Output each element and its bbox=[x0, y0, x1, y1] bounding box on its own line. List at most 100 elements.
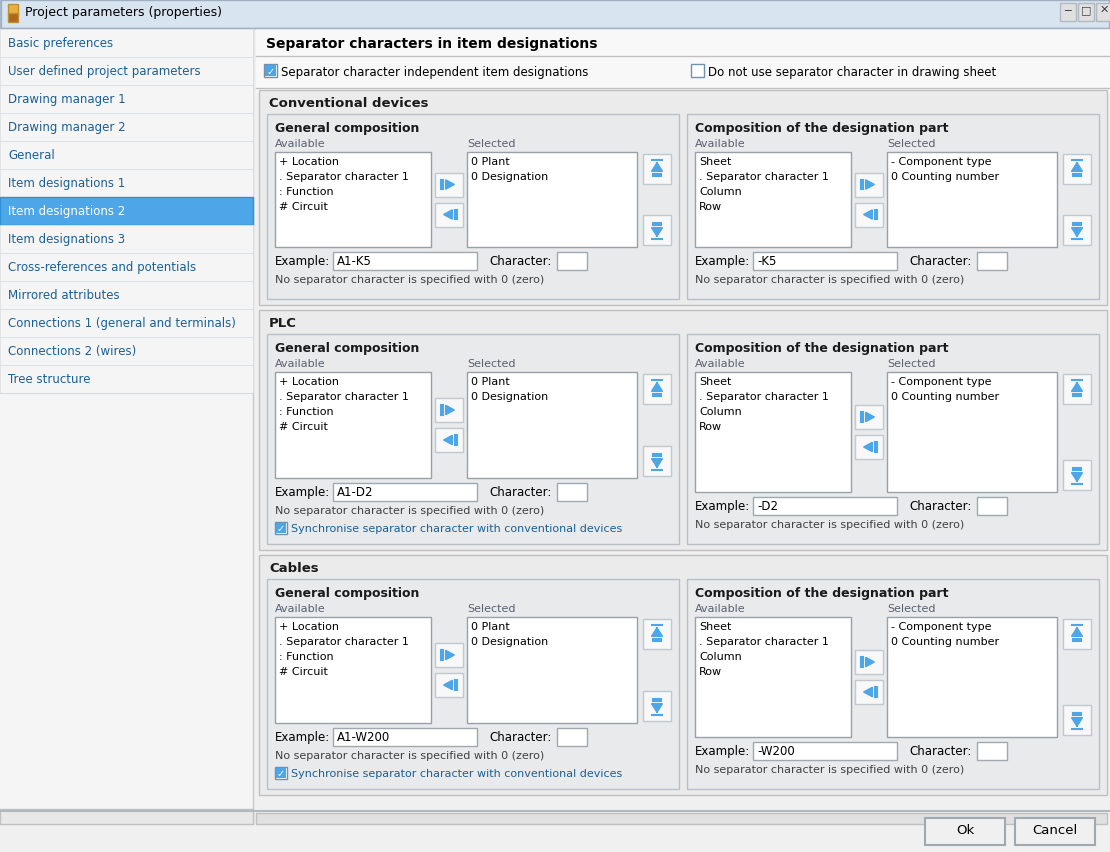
Bar bbox=[925, 818, 1005, 845]
Text: User defined project parameters: User defined project parameters bbox=[8, 65, 201, 78]
Polygon shape bbox=[864, 688, 872, 697]
Text: Composition of the designation part: Composition of the designation part bbox=[695, 342, 949, 354]
Bar bbox=[435, 204, 463, 227]
Text: 0 Designation: 0 Designation bbox=[471, 392, 548, 401]
Bar bbox=[256, 29, 1110, 825]
Bar bbox=[467, 153, 637, 248]
Text: A1-W200: A1-W200 bbox=[337, 730, 391, 743]
Bar bbox=[557, 483, 587, 502]
Text: Selected: Selected bbox=[887, 139, 936, 149]
Text: Row: Row bbox=[699, 666, 723, 676]
Text: Column: Column bbox=[699, 187, 741, 197]
Text: Cross-references and potentials: Cross-references and potentials bbox=[8, 261, 196, 273]
Text: No separator character is specified with 0 (zero): No separator character is specified with… bbox=[275, 750, 544, 760]
Text: No separator character is specified with 0 (zero): No separator character is specified with… bbox=[275, 274, 544, 285]
Bar bbox=[887, 372, 1057, 492]
Text: 0 Counting number: 0 Counting number bbox=[891, 172, 999, 181]
Text: Item designations 1: Item designations 1 bbox=[8, 177, 125, 190]
Text: Character:: Character: bbox=[909, 499, 971, 512]
Text: Selected: Selected bbox=[887, 603, 936, 613]
Polygon shape bbox=[866, 413, 875, 423]
Text: Available: Available bbox=[275, 139, 325, 149]
Polygon shape bbox=[652, 164, 663, 172]
Bar bbox=[275, 618, 431, 723]
Text: Project parameters (properties): Project parameters (properties) bbox=[26, 6, 222, 19]
Polygon shape bbox=[866, 658, 875, 667]
Bar bbox=[265, 66, 276, 77]
Text: Cables: Cables bbox=[269, 561, 319, 574]
Text: Drawing manager 2: Drawing manager 2 bbox=[8, 121, 125, 134]
Text: Character:: Character: bbox=[490, 730, 552, 743]
Bar bbox=[268, 335, 679, 544]
Bar bbox=[0, 254, 253, 282]
Bar bbox=[0, 282, 253, 309]
Text: -D2: -D2 bbox=[757, 499, 778, 512]
Text: Row: Row bbox=[699, 422, 723, 431]
Text: Example:: Example: bbox=[695, 499, 750, 512]
Polygon shape bbox=[1071, 717, 1082, 727]
Polygon shape bbox=[864, 210, 872, 220]
Text: . Separator character 1: . Separator character 1 bbox=[699, 636, 829, 646]
Bar bbox=[259, 556, 1107, 795]
Text: General composition: General composition bbox=[275, 586, 420, 599]
Text: Tree structure: Tree structure bbox=[8, 372, 91, 386]
Polygon shape bbox=[1071, 383, 1082, 392]
Bar bbox=[1, 1, 1109, 29]
Bar bbox=[1063, 460, 1091, 491]
Text: . Separator character 1: . Separator character 1 bbox=[279, 392, 408, 401]
Text: Basic preferences: Basic preferences bbox=[8, 37, 113, 50]
Bar bbox=[333, 483, 477, 502]
Bar bbox=[333, 253, 477, 271]
Bar bbox=[0, 811, 1110, 852]
Bar bbox=[0, 226, 253, 254]
Text: # Circuit: # Circuit bbox=[279, 666, 327, 676]
Text: ✓: ✓ bbox=[276, 523, 285, 533]
Bar bbox=[268, 579, 679, 789]
Bar bbox=[435, 399, 463, 423]
Bar bbox=[333, 728, 477, 746]
Bar bbox=[8, 14, 18, 23]
Text: Item designations 2: Item designations 2 bbox=[8, 204, 125, 218]
Text: No separator character is specified with 0 (zero): No separator character is specified with… bbox=[695, 764, 965, 774]
Text: PLC: PLC bbox=[269, 317, 296, 330]
Text: 0 Counting number: 0 Counting number bbox=[891, 636, 999, 646]
Text: Separator characters in item designations: Separator characters in item designation… bbox=[266, 37, 597, 51]
Bar bbox=[557, 253, 587, 271]
Text: : Function: : Function bbox=[279, 187, 334, 197]
Text: Sheet: Sheet bbox=[699, 157, 731, 167]
Bar bbox=[643, 446, 672, 476]
Text: : Function: : Function bbox=[279, 651, 334, 661]
Bar bbox=[643, 155, 672, 185]
Text: Character:: Character: bbox=[490, 255, 552, 268]
Polygon shape bbox=[444, 681, 453, 690]
Polygon shape bbox=[652, 228, 663, 237]
Bar bbox=[256, 813, 1107, 824]
Bar bbox=[753, 498, 897, 515]
Text: Sheet: Sheet bbox=[699, 621, 731, 631]
Text: No separator character is specified with 0 (zero): No separator character is specified with… bbox=[695, 274, 965, 285]
Bar bbox=[435, 173, 463, 198]
Polygon shape bbox=[652, 628, 663, 636]
Bar bbox=[687, 335, 1099, 544]
Text: + Location: + Location bbox=[279, 621, 339, 631]
Text: Available: Available bbox=[275, 359, 325, 369]
Bar bbox=[276, 523, 286, 533]
Text: Separator character independent item designations: Separator character independent item des… bbox=[281, 66, 588, 79]
Bar bbox=[855, 650, 882, 674]
Bar bbox=[435, 673, 463, 697]
Text: Mirrored attributes: Mirrored attributes bbox=[8, 289, 120, 302]
Bar bbox=[557, 728, 587, 746]
Bar bbox=[435, 643, 463, 667]
Text: Selected: Selected bbox=[467, 603, 515, 613]
Bar bbox=[1063, 705, 1091, 735]
Text: 0 Plant: 0 Plant bbox=[471, 157, 509, 167]
Bar bbox=[1063, 619, 1091, 649]
Polygon shape bbox=[652, 459, 663, 468]
Bar bbox=[1060, 4, 1076, 22]
Bar bbox=[268, 115, 679, 300]
Text: A1-D2: A1-D2 bbox=[337, 486, 373, 498]
Polygon shape bbox=[445, 406, 454, 415]
Text: Selected: Selected bbox=[467, 139, 515, 149]
Bar bbox=[275, 372, 431, 479]
Bar bbox=[687, 115, 1099, 300]
